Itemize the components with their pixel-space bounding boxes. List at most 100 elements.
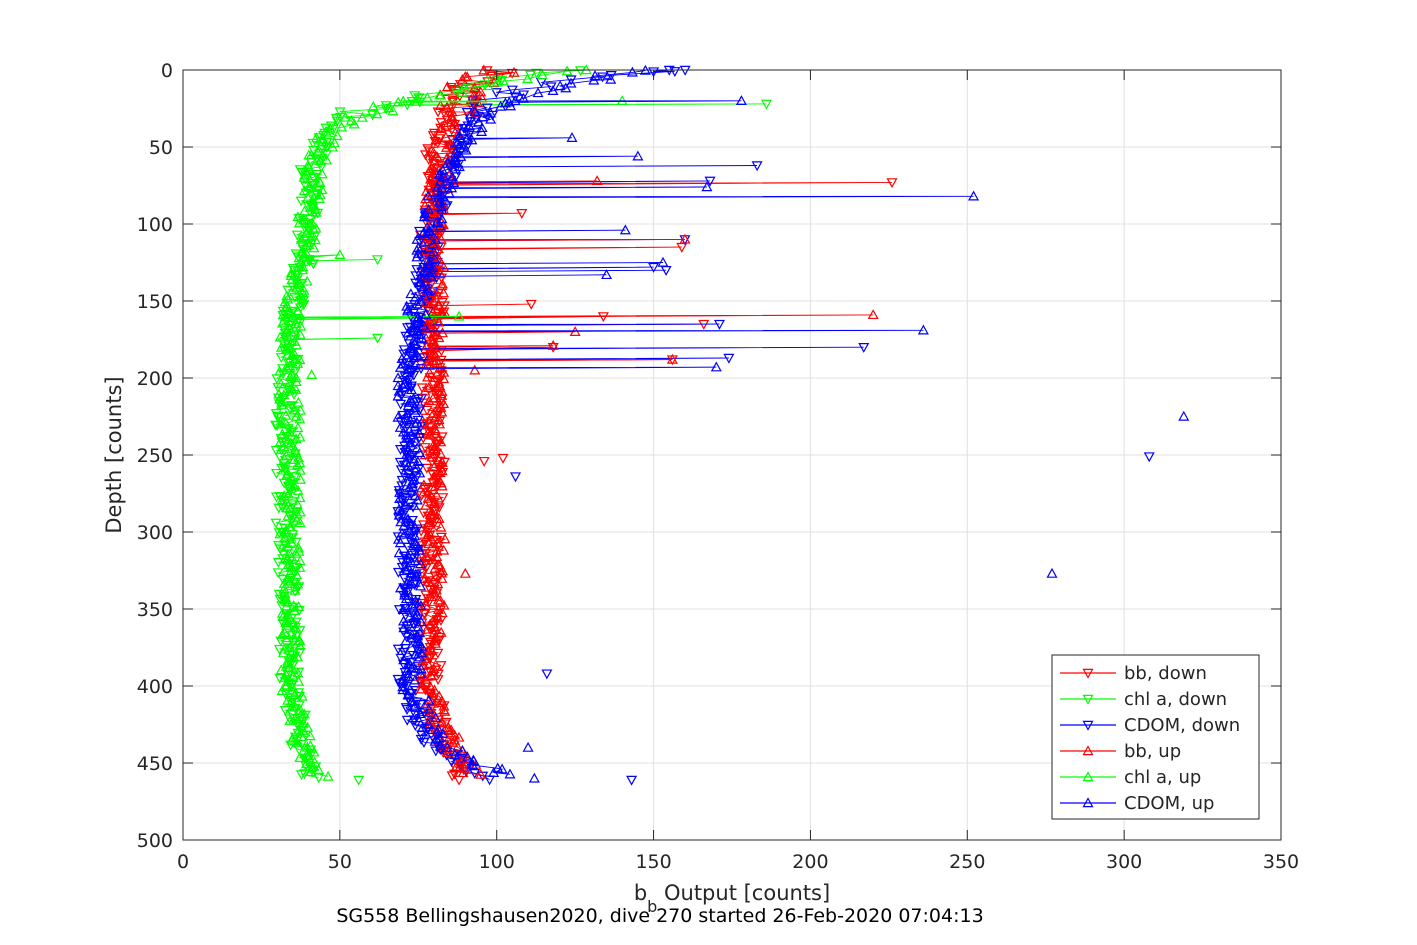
data-point [428,443,440,454]
data-point [409,426,421,437]
data-point [317,133,329,144]
data-point [298,171,310,182]
data-point [398,377,410,388]
data-point [436,406,448,417]
plot-area [270,64,1190,786]
data-point [397,684,409,695]
data-point [282,488,295,499]
data-point [305,766,317,777]
data-point [396,562,408,573]
legend-label: bb, down [1124,663,1207,684]
outlier-point [541,669,553,680]
data-point [416,722,428,733]
data-point [424,680,436,691]
data-point [299,223,311,234]
data-point [450,761,462,772]
data-point [547,85,559,95]
data-point [428,235,440,246]
data-point [277,611,289,622]
data-point [459,750,471,761]
data-point [420,563,432,574]
data-point [437,327,449,338]
y-tick-label: 400 [137,676,173,698]
data-point [309,204,322,214]
data-point [284,475,296,486]
data-point [426,457,438,468]
data-point [414,236,426,247]
data-point [453,310,465,321]
data-point [412,316,424,327]
data-point [465,83,477,94]
data-point [426,266,438,277]
data-point [397,95,409,106]
data-point [440,194,452,205]
data-point [412,93,424,104]
data-point [437,727,449,738]
data-point [439,719,451,730]
data-point [393,605,405,616]
data-point [413,277,425,288]
data-point [298,708,310,719]
data-point [308,746,320,757]
data-point [427,478,439,489]
series-bb-down [414,66,898,786]
data-point [415,580,427,591]
data-point [308,242,320,253]
x-tick-label: 300 [1106,851,1142,873]
data-point [297,293,309,304]
data-point [435,626,447,637]
data-point [402,400,414,411]
data-point [917,324,929,335]
data-point [284,502,296,513]
data-point [435,118,447,129]
data-point [751,161,763,172]
data-point [290,372,302,383]
x-tick-label: 350 [1263,851,1299,873]
data-point [616,95,628,106]
data-point [418,417,430,428]
data-point [441,741,453,752]
data-point [294,413,306,424]
data-point [425,670,437,681]
data-point [286,645,298,655]
data-point [411,298,423,309]
data-point [432,192,444,203]
data-point [281,300,293,311]
data-point [648,67,660,78]
data-point [666,353,678,364]
data-point [299,169,311,180]
data-point [435,201,447,212]
data-point [394,361,406,372]
y-tick-label: 50 [149,137,173,159]
data-point [334,249,346,259]
data-point [452,741,464,752]
legend: bb, down chl a, down CDOM, down bb, up chl a… [1051,654,1260,820]
data-point [298,205,310,216]
data-point [410,605,422,616]
data-point [383,102,395,113]
data-point [302,749,314,760]
data-point [509,92,521,103]
data-point [429,635,441,646]
data-point [275,378,287,389]
data-point [438,599,450,610]
data-point [371,108,383,119]
data-point [435,123,447,134]
data-point [402,549,414,560]
outlier-point [1046,567,1058,578]
data-point [276,428,288,439]
data-point [565,75,577,86]
y-tick-label: 350 [137,599,173,621]
data-point [432,289,444,300]
data-point [281,470,293,480]
data-point [508,66,520,77]
data-point [457,767,469,778]
data-point [434,175,446,186]
data-point [401,408,413,419]
data-point [424,618,436,629]
data-point [424,509,436,520]
data-point [291,569,303,580]
data-point [275,418,287,429]
data-point [407,650,419,661]
data-point [517,92,530,103]
